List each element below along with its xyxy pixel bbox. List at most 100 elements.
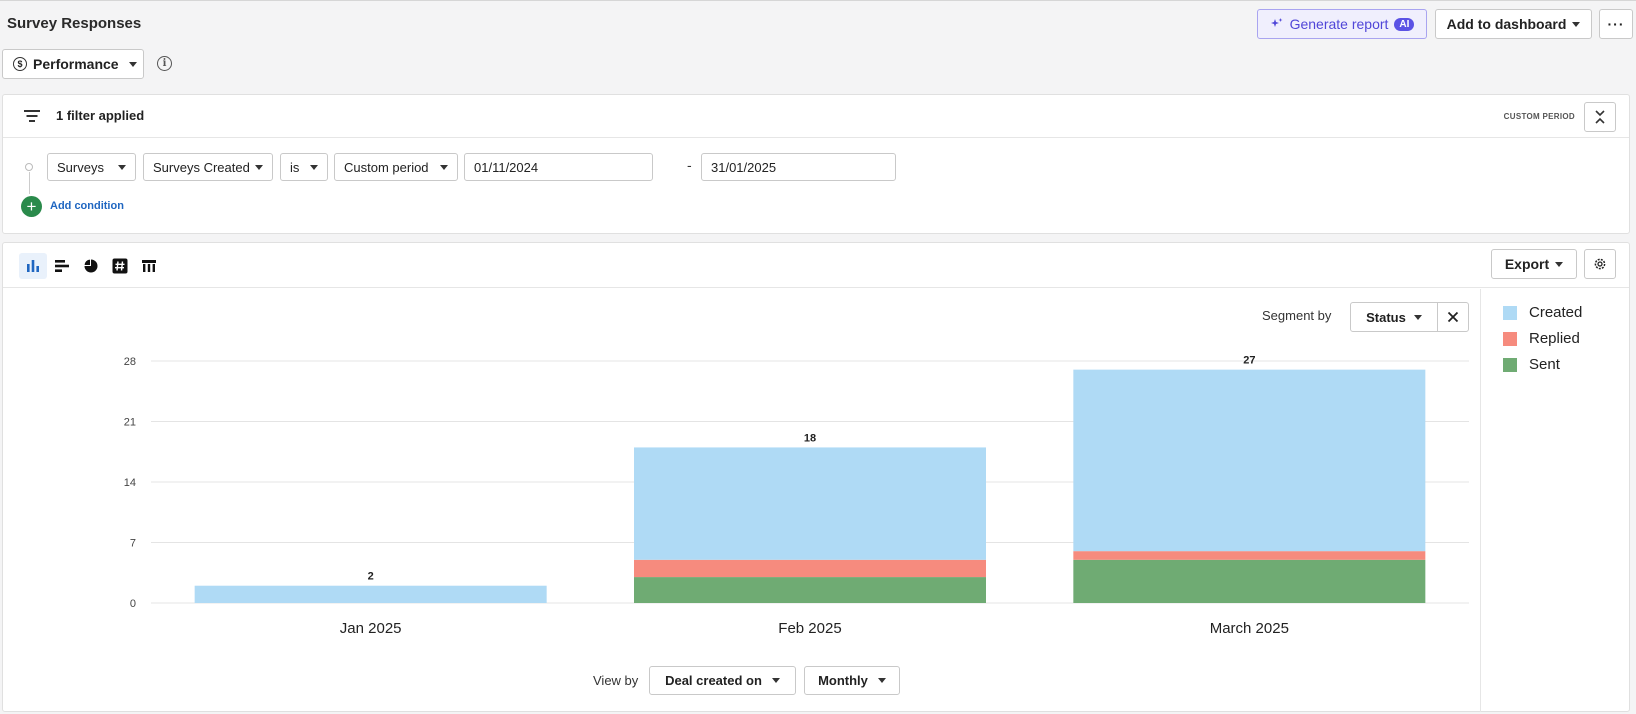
bar-total-label: 27 [1243, 355, 1255, 367]
export-button[interactable]: Export [1491, 249, 1577, 279]
condition-entity-value: Surveys [57, 159, 104, 175]
generate-report-button[interactable]: Generate report AI [1257, 9, 1427, 39]
sparkle-icon [1270, 18, 1283, 27]
view-by-field-value: Deal created on [665, 673, 762, 688]
bar-total-label: 18 [804, 432, 816, 444]
bar-segment-replied [634, 559, 986, 578]
page-title: Survey Responses [7, 15, 142, 32]
legend-label: Replied [1529, 330, 1580, 347]
legend-item-replied[interactable]: Replied [1503, 330, 1580, 347]
x-tick-label: Feb 2025 [778, 620, 841, 637]
legend-item-sent[interactable]: Sent [1503, 356, 1560, 373]
view-column-chart-button[interactable] [19, 253, 47, 279]
chevron-down-icon [310, 164, 318, 170]
stacked-bar-chart: 0 7 14 21 28 2 Jan 2025 18 Feb 2025 27 March 2025 [124, 355, 1469, 637]
condition-field-select[interactable]: Surveys Created [143, 153, 273, 181]
y-tick-label: 7 [130, 538, 136, 550]
top-border [0, 0, 1636, 1]
end-date-input[interactable]: 31/01/2025 [701, 153, 896, 181]
chevron-down-icon [118, 164, 126, 170]
pie-chart-icon [84, 259, 98, 273]
gear-icon [1594, 258, 1606, 270]
table-icon [142, 260, 156, 272]
legend-swatch [1503, 331, 1517, 346]
condition-node [25, 163, 33, 171]
view-by-interval-value: Monthly [818, 673, 868, 688]
condition-entity-select[interactable]: Surveys [47, 153, 136, 181]
legend-label: Created [1529, 304, 1583, 321]
export-label: Export [1504, 256, 1550, 272]
view-by-interval-select[interactable]: Monthly [804, 666, 900, 695]
segment-by-label: Segment by [1262, 308, 1332, 323]
chart-settings-button[interactable] [1584, 249, 1616, 279]
metric-selector[interactable]: $ Performance [2, 49, 144, 79]
bar-segment-created [194, 585, 547, 603]
filter-summary: 1 filter applied [56, 108, 145, 123]
custom-period-label: CUSTOM PERIOD [1503, 112, 1575, 121]
more-options-button[interactable]: ··· [1599, 9, 1633, 39]
condition-operator-value: is [290, 159, 300, 175]
chevron-down-icon [771, 678, 780, 683]
add-to-dashboard-label: Add to dashboard [1446, 16, 1567, 32]
x-tick-label: March 2025 [1210, 620, 1289, 637]
view-pie-chart-button[interactable] [77, 253, 105, 279]
legend-item-created[interactable]: Created [1503, 304, 1582, 321]
dollar-circle-icon: $ [13, 57, 27, 71]
close-icon [1447, 311, 1459, 323]
segment-by-select[interactable]: Status [1350, 302, 1438, 332]
chart-panel: Export Segment by Status 0 7 14 21 28 2 Jan 20… [2, 242, 1630, 712]
chevron-down-icon [440, 164, 448, 170]
condition-field-value: Surveys Created [153, 159, 250, 175]
legend-swatch [1503, 305, 1517, 320]
chart-legend: Created Replied Sent [1480, 289, 1630, 712]
chart-toolbar: Export [3, 243, 1629, 288]
bar-chart-icon [55, 260, 69, 272]
y-tick-label: 14 [124, 477, 136, 489]
condition-period-select[interactable]: Custom period [334, 153, 458, 181]
chevron-down-icon [1572, 21, 1581, 27]
bar-segment-sent [634, 577, 986, 603]
bar-segment-created [634, 447, 986, 560]
start-date-input[interactable]: 01/11/2024 [464, 153, 653, 181]
y-tick-label: 28 [124, 356, 136, 368]
view-by-label: View by [593, 673, 639, 688]
column-chart-icon [27, 260, 39, 272]
date-range-separator: - [687, 157, 692, 173]
add-condition-link[interactable]: Add condition [50, 200, 124, 212]
collapse-icon [1595, 110, 1605, 124]
bar-segment-created [1073, 369, 1426, 552]
condition-operator-select[interactable]: is [280, 153, 328, 181]
bar-segment-sent [1073, 559, 1426, 603]
chevron-down-icon [1413, 314, 1422, 320]
legend-label: Sent [1529, 356, 1560, 373]
add-condition-icon[interactable]: + [21, 196, 42, 217]
view-bar-chart-button[interactable] [48, 253, 76, 279]
y-tick-label: 0 [130, 598, 136, 610]
add-to-dashboard-button[interactable]: Add to dashboard [1435, 9, 1592, 39]
view-by-field-select[interactable]: Deal created on [649, 666, 796, 695]
filter-header: 1 filter applied CUSTOM PERIOD [3, 95, 1629, 138]
metric-selector-label: Performance [33, 56, 119, 72]
number-icon [112, 258, 128, 274]
y-tick-label: 21 [124, 417, 136, 429]
chevron-down-icon [128, 61, 137, 67]
filter-panel: 1 filter applied CUSTOM PERIOD Surveys S… [2, 94, 1630, 234]
view-table-button[interactable] [135, 253, 163, 279]
chevron-down-icon [255, 164, 263, 170]
condition-connector [28, 172, 30, 194]
condition-period-value: Custom period [344, 159, 429, 175]
ai-badge: AI [1394, 17, 1415, 31]
generate-report-label: Generate report [1289, 16, 1389, 32]
view-number-button[interactable] [106, 253, 134, 279]
chevron-down-icon [877, 678, 886, 683]
info-icon[interactable]: i [157, 56, 172, 71]
filter-icon[interactable] [23, 109, 41, 123]
chevron-down-icon [1555, 261, 1564, 267]
segment-by-value: Status [1366, 309, 1406, 325]
legend-swatch [1503, 357, 1517, 372]
bar-segment-replied [1073, 551, 1426, 560]
collapse-filters-button[interactable] [1584, 102, 1616, 132]
x-tick-label: Jan 2025 [340, 620, 402, 637]
bar-total-label: 2 [368, 571, 374, 583]
clear-segment-button[interactable] [1437, 302, 1469, 332]
